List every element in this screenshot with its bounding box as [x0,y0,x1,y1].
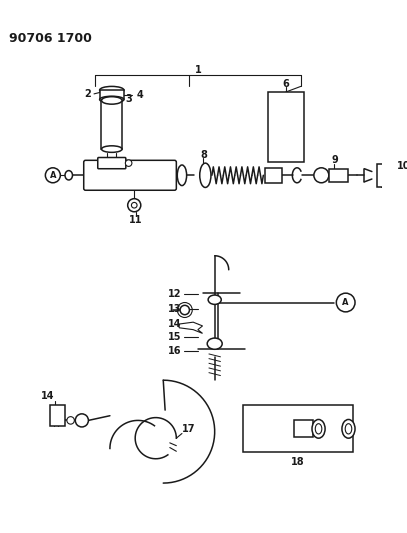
Circle shape [180,305,189,314]
Bar [294,421,313,437]
Bar [100,90,124,100]
Text: 3: 3 [125,94,132,104]
Text: 2: 2 [84,89,91,99]
Text: 90706 1700: 90706 1700 [9,32,92,45]
Circle shape [125,160,132,166]
Text: A: A [50,171,56,180]
Ellipse shape [207,338,222,349]
Text: 12: 12 [168,289,181,299]
Ellipse shape [100,86,124,94]
Text: 17: 17 [182,424,195,434]
Text: 9: 9 [331,155,338,165]
Circle shape [45,168,60,183]
Ellipse shape [315,424,322,434]
FancyBboxPatch shape [98,158,126,169]
Text: 15: 15 [168,332,181,342]
Ellipse shape [312,419,325,438]
Bar [50,406,65,426]
Text: A: A [342,298,349,307]
Ellipse shape [200,163,211,188]
Text: 14: 14 [42,391,55,401]
Ellipse shape [208,295,221,304]
Ellipse shape [100,96,124,103]
Text: 10: 10 [397,161,407,171]
Text: 6: 6 [282,78,289,88]
Circle shape [336,293,355,312]
Circle shape [314,168,329,183]
Text: 18: 18 [291,457,305,466]
FancyBboxPatch shape [84,160,176,190]
Circle shape [67,417,74,424]
Ellipse shape [345,424,352,434]
Text: 11: 11 [129,215,143,225]
Bar [265,168,282,183]
Text: 1: 1 [195,64,201,75]
Bar [329,169,348,182]
Bar [268,92,304,162]
Ellipse shape [342,419,355,438]
Circle shape [75,414,88,427]
Ellipse shape [177,165,187,185]
Text: 16: 16 [168,346,181,356]
Ellipse shape [65,171,72,180]
Ellipse shape [101,146,122,152]
Bar [377,164,391,187]
Text: 14: 14 [168,319,181,329]
Bar [101,100,122,149]
Text: 13: 13 [168,304,181,314]
Circle shape [131,203,137,208]
Bar [243,406,353,452]
Ellipse shape [101,96,122,104]
Text: 8: 8 [200,150,207,160]
Text: 4: 4 [136,90,143,100]
Circle shape [128,199,141,212]
Polygon shape [179,322,203,334]
